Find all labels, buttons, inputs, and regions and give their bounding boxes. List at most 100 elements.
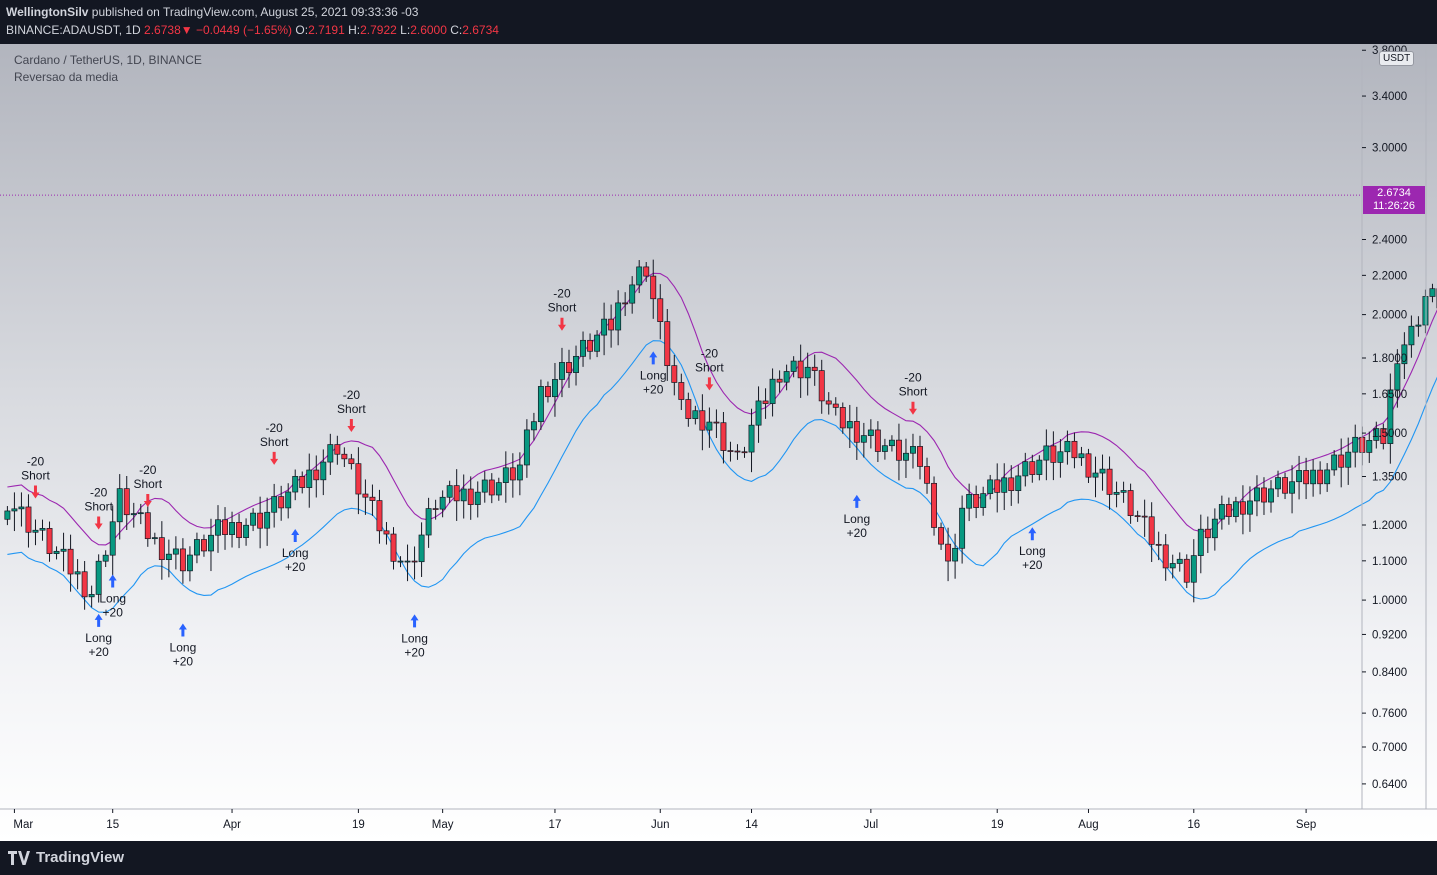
- candle-body: [713, 421, 720, 424]
- legend-title[interactable]: Cardano / TetherUS, 1D, BINANCE: [14, 53, 202, 67]
- candle-body: [566, 362, 572, 373]
- short-arrow-icon: [270, 451, 279, 465]
- candle-body: [1022, 461, 1029, 477]
- candle-body: [495, 482, 502, 496]
- signal-value: -20: [701, 346, 719, 360]
- candle-body: [1282, 477, 1288, 494]
- price-tick-label: 0.8400: [1372, 667, 1407, 679]
- signal-label: Long: [401, 631, 428, 645]
- candle-body: [952, 547, 959, 562]
- candle-body: [657, 298, 664, 322]
- candle-body: [959, 507, 966, 549]
- candle-body: [678, 382, 685, 400]
- chart-area[interactable]: Cardano / TetherUS, 1D, BINANCE Reversao…: [0, 44, 1437, 841]
- candle-body: [1380, 428, 1387, 444]
- candle-body: [144, 512, 151, 540]
- candle-body: [1254, 487, 1260, 502]
- candle-body: [123, 488, 130, 516]
- candle-body: [362, 493, 369, 498]
- candle-body: [650, 275, 657, 300]
- candle-body: [215, 519, 221, 536]
- open-value: 2.7191: [308, 23, 345, 37]
- candle-body: [804, 366, 811, 379]
- candle-body: [1246, 500, 1253, 515]
- change-arrow: ▼: [180, 23, 193, 37]
- candle-body: [1120, 490, 1127, 493]
- candle-body: [467, 488, 474, 505]
- candle-body: [1317, 469, 1324, 485]
- price-tick-label: 2.2000: [1372, 270, 1407, 282]
- candle-body: [453, 485, 460, 502]
- candle-body: [1148, 516, 1155, 545]
- candle-body: [931, 482, 937, 528]
- long-arrow-icon: [1028, 527, 1037, 541]
- candle-body: [1218, 504, 1225, 520]
- candle-body: [411, 560, 418, 563]
- candle-body: [474, 491, 481, 505]
- candle-body: [1106, 468, 1113, 495]
- candle-body: [88, 594, 95, 598]
- candle-body: [671, 365, 678, 383]
- signal-label: Short: [21, 469, 50, 483]
- candle-body: [1127, 490, 1134, 517]
- candle-body: [348, 458, 355, 465]
- candle-body: [278, 496, 285, 509]
- candle-body: [369, 496, 376, 501]
- candle-body: [643, 266, 650, 277]
- candle-body: [481, 479, 488, 493]
- candle-body: [208, 534, 214, 552]
- candle-body: [776, 378, 783, 383]
- currency-button[interactable]: USDT: [1379, 51, 1415, 66]
- candle-body: [1092, 472, 1099, 478]
- author-name[interactable]: WellingtonSilv: [6, 5, 89, 19]
- candle-body: [488, 479, 495, 496]
- candle-body: [116, 488, 123, 523]
- price-chart[interactable]: Short-20Short-20Short-20Short-20Short-20…: [0, 44, 1437, 841]
- price-tick-label: 1.2000: [1372, 520, 1407, 532]
- candle-body: [509, 467, 516, 481]
- price-tick-label: 3.4000: [1372, 91, 1407, 103]
- candle-body: [1303, 470, 1310, 485]
- candle-body: [895, 439, 902, 461]
- candle-body: [853, 421, 860, 443]
- time-label: 16: [1187, 819, 1200, 831]
- candle-body: [783, 371, 790, 383]
- candle-body: [1268, 488, 1274, 503]
- candle-body: [945, 543, 952, 562]
- time-label: Mar: [13, 819, 33, 831]
- candle-body: [692, 410, 699, 419]
- candle-body: [1429, 288, 1436, 297]
- signal-label: Short: [84, 500, 113, 514]
- candle-body: [1183, 558, 1190, 583]
- candle-body: [432, 508, 439, 510]
- candle-body: [1001, 477, 1008, 493]
- signal-value: +20: [103, 605, 124, 619]
- upper-band-line: [7, 272, 1437, 546]
- candle-body: [1324, 469, 1331, 485]
- candle-body: [306, 469, 313, 488]
- short-arrow-icon: [143, 493, 152, 507]
- candle-body: [580, 339, 586, 357]
- candle-body: [39, 528, 46, 531]
- candle-body: [158, 537, 165, 560]
- candle-body: [376, 500, 383, 532]
- chart-header: WellingtonSilv published on TradingView.…: [0, 0, 1437, 44]
- candle-body: [53, 550, 60, 554]
- signal-label: Long: [170, 640, 197, 654]
- short-signal: Short-20: [84, 486, 114, 530]
- candle-body: [179, 548, 186, 572]
- signal-value: -20: [343, 388, 361, 402]
- legend-indicator[interactable]: Reversao da media: [14, 70, 119, 84]
- candle-body: [383, 530, 390, 535]
- candle-body: [1015, 475, 1022, 491]
- candle-body: [1071, 440, 1078, 459]
- short-signal: Short-20: [695, 346, 724, 391]
- signal-label: Long: [85, 631, 112, 645]
- signal-label: Long: [282, 546, 309, 560]
- candle-body: [790, 360, 797, 372]
- candle-body: [685, 399, 692, 419]
- time-label: Jul: [864, 819, 879, 831]
- candle-body: [629, 284, 636, 304]
- time-label: May: [432, 819, 454, 831]
- tradingview-logo[interactable]: TradingView: [8, 849, 124, 866]
